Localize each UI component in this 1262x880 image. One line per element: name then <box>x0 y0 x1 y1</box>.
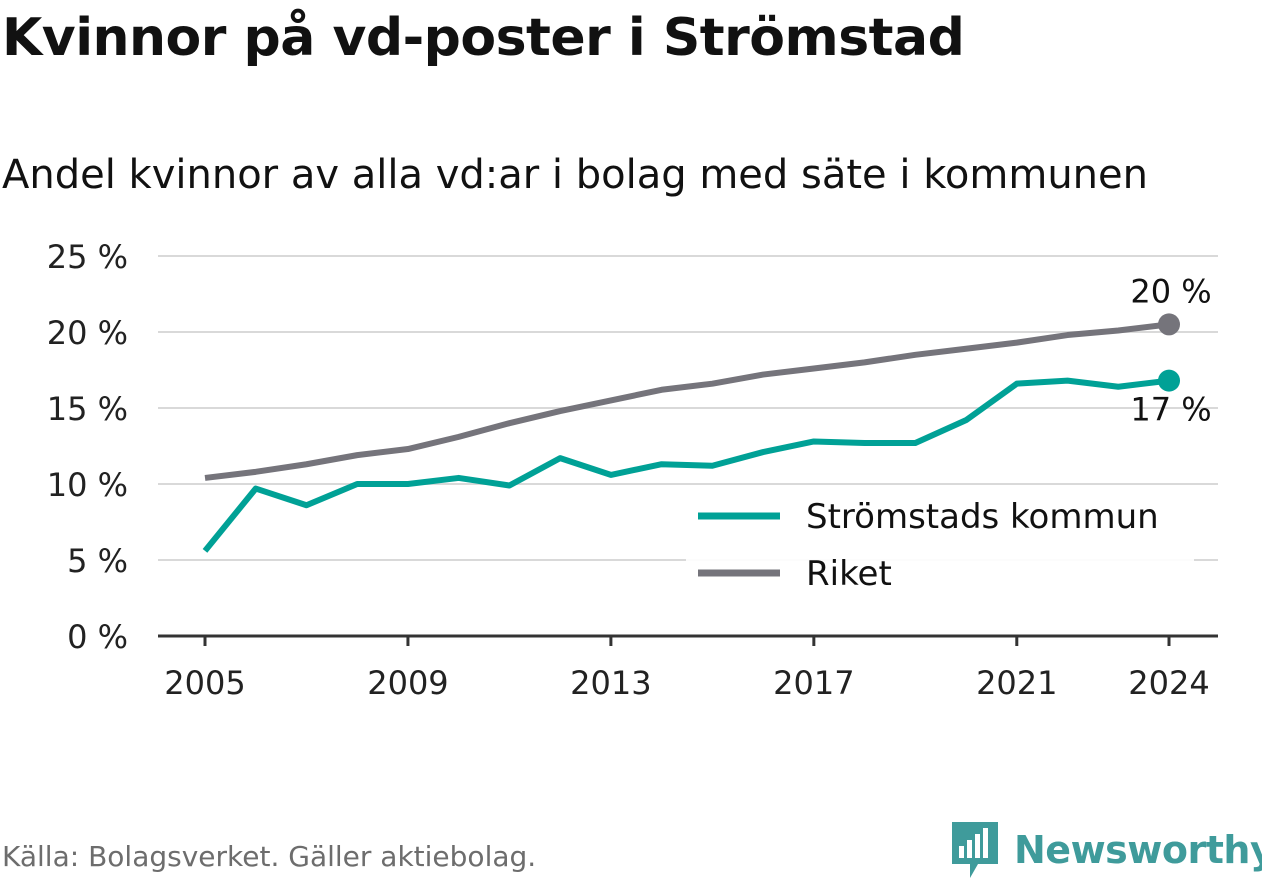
y-tick-label: 10 % <box>47 466 128 504</box>
end-value-labels: 20 % 17 % <box>1130 272 1211 428</box>
series-line-stromstad <box>202 377 1170 553</box>
x-tick-label: 2009 <box>367 664 448 702</box>
brand-name: Newsworthy <box>1014 828 1262 872</box>
y-tick-label: 25 % <box>47 238 128 276</box>
legend: Strömstads kommun Riket <box>686 486 1194 602</box>
x-tick-label: 2021 <box>976 664 1057 702</box>
line-chart: 0 %5 %10 %15 %20 %25 % 2005 2009 2013 2017 2… <box>47 238 1218 702</box>
y-axis-tick-labels: 0 % 5 % 10 % 15 % 20 % 25 % <box>47 238 128 656</box>
y-tick-label: 20 % <box>47 314 128 352</box>
legend-background <box>686 486 1194 602</box>
x-tick-label: 2005 <box>164 664 245 702</box>
x-tick-label: 2024 <box>1128 664 1209 702</box>
series-end-marker <box>1158 313 1180 336</box>
brand-logo: Newsworthy <box>950 820 1262 880</box>
y-tick-label: 5 % <box>67 542 128 580</box>
x-tick-label: 2013 <box>570 664 651 702</box>
y-tick-label: 15 % <box>47 390 128 428</box>
x-axis: 2005 2009 2013 2017 2021 2024 <box>158 634 1218 702</box>
y-tick-label: 0 % <box>67 618 128 656</box>
end-value-label: 17 % <box>1130 391 1211 429</box>
x-tick-label: 2017 <box>773 664 854 702</box>
chart-subtitle: Andel kvinnor av alla vd:ar i bolag med … <box>2 152 1148 198</box>
source-note: Källa: Bolagsverket. Gäller aktiebolag. <box>2 840 537 873</box>
end-value-label: 20 % <box>1130 272 1211 310</box>
series-end-marker <box>1158 369 1180 392</box>
newsworthy-logo-icon <box>952 822 998 878</box>
chart-title: Kvinnor på vd-poster i Strömstad <box>2 8 965 68</box>
legend-label: Strömstads kommun <box>806 497 1159 537</box>
series-lines <box>202 313 1180 553</box>
legend-label: Riket <box>806 554 892 594</box>
series-line-riket <box>204 321 1170 481</box>
